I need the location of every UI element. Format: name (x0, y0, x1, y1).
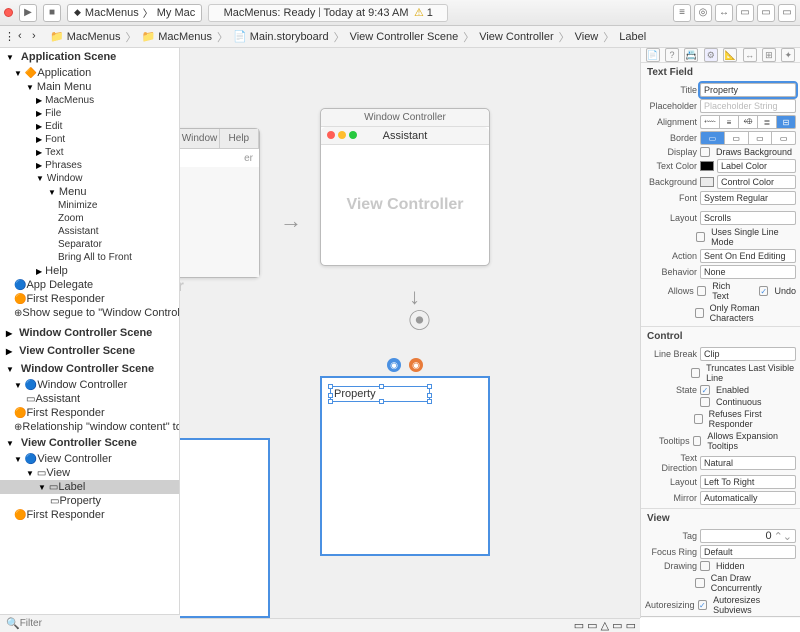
relationship-arrow-icon: →⦿ (404, 287, 436, 331)
outline-winitem[interactable]: Bring All to Front (0, 251, 179, 264)
hidden-check[interactable] (700, 561, 710, 571)
outline-label-sel[interactable]: ▼▭ Label (0, 480, 179, 494)
outline-menu-phrases[interactable]: ▶Phrases (0, 159, 179, 172)
linebreak-popup[interactable]: Clip (700, 347, 796, 361)
fwd-button[interactable]: › (32, 30, 46, 44)
status-bar: MacMenus: Ready | Today at 9:43 AM ⚠ 1 (208, 4, 448, 22)
outline-menu-text[interactable]: ▶Text (0, 146, 179, 159)
border-seg[interactable]: ▭▭▭▭ (700, 131, 796, 145)
bc-2[interactable]: 📄 Main.storyboard (229, 30, 333, 43)
window-controller-node[interactable]: Window Controller Assistant View Control… (320, 108, 490, 266)
editor-asst-button[interactable]: ◎ (694, 4, 712, 22)
scheme-app: MacMenus (85, 7, 139, 19)
roman-check[interactable] (695, 308, 704, 318)
enabled-check[interactable]: ✓ (700, 385, 710, 395)
inspector: 📄? 📇⚙ 📐↔ ⊞✦ Text Field TitleProperty Pla… (640, 48, 800, 618)
outline-menu-macmenus[interactable]: ▶MacMenus (0, 94, 179, 107)
help-insp-icon[interactable]: ? (665, 48, 679, 62)
outline-winitem[interactable]: Separator (0, 238, 179, 251)
focus-popup[interactable]: Default (700, 545, 796, 559)
outline-menu-window[interactable]: ▼Window (0, 172, 179, 185)
textdir-popup[interactable]: Natural (700, 456, 796, 470)
bind-insp-icon[interactable]: ⊞ (762, 48, 776, 62)
trunc-check[interactable] (691, 368, 700, 378)
font-popup[interactable]: System Regular (700, 191, 796, 205)
toolbar: ▶ ■ ◆ MacMenus〉 My Mac MacMenus: Ready |… (0, 0, 800, 26)
alignment-seg[interactable]: ⬳≡⬲≣⊟ (700, 115, 796, 129)
menu-preview: Phrases Window Help (180, 129, 259, 149)
fx-insp-icon[interactable]: ✦ (781, 48, 795, 62)
canvas-footer: ▭ ▭ △ ▭ ▭ (180, 618, 640, 632)
bc-4[interactable]: View Controller (475, 31, 557, 43)
attr-insp-icon[interactable]: ⚙ (704, 48, 718, 62)
canvas[interactable]: Phrases Window Help er oller → Window Co… (180, 48, 640, 618)
app-icon: ◆ (74, 7, 81, 18)
textcolor-popup[interactable]: Label Color (717, 159, 796, 173)
stop-button[interactable]: ■ (43, 4, 61, 22)
bgcolor-well[interactable] (700, 177, 714, 187)
outline-winitem[interactable]: Minimize (0, 199, 179, 212)
refuses-check[interactable] (694, 414, 703, 424)
editor-std-button[interactable]: ≡ (673, 4, 691, 22)
outline-menu-font[interactable]: ▶Font (0, 133, 179, 146)
draws-bg-check[interactable] (700, 147, 710, 157)
id-insp-icon[interactable]: 📇 (684, 48, 698, 62)
undo-check[interactable]: ✓ (759, 286, 769, 296)
toggle-insp-button[interactable]: ▭ (778, 4, 796, 22)
vc-icon[interactable]: ◉ (387, 358, 401, 372)
outline-winitem[interactable]: Assistant (0, 225, 179, 238)
bc-3[interactable]: View Controller Scene (346, 31, 463, 43)
single-line-check[interactable] (696, 232, 705, 242)
view-partial[interactable] (180, 438, 270, 618)
first-responder-icon[interactable]: ◉ (409, 358, 423, 372)
richtext-check[interactable] (697, 286, 707, 296)
related-button[interactable]: ⋮ (4, 30, 18, 44)
bc-5[interactable]: View (571, 31, 603, 43)
tooltips-check[interactable] (693, 436, 702, 446)
back-button[interactable]: ‹ (18, 30, 32, 44)
scheme-dest: My Mac (157, 7, 196, 19)
run-button[interactable]: ▶ (19, 4, 37, 22)
tag-field[interactable]: 0⌃⌄ (700, 529, 796, 543)
jump-bar[interactable]: ⋮ ‹ › 📁 MacMenus〉 📁 MacMenus〉 📄 Main.sto… (0, 26, 800, 48)
layout-popup[interactable]: Scrolls (700, 211, 796, 225)
concur-check[interactable] (695, 578, 704, 588)
filter-input[interactable] (20, 618, 174, 629)
object-library[interactable]: ▭{ }◎▦ LabelLabel - Displays static text… (641, 616, 800, 618)
bc-1[interactable]: 📁 MacMenus (138, 30, 217, 43)
textcolor-well[interactable] (700, 161, 714, 171)
bc-6[interactable]: Label (615, 31, 650, 43)
bc-0[interactable]: 📁 MacMenus (46, 30, 125, 43)
bgcolor-popup[interactable]: Control Color (717, 175, 796, 189)
continuous-check[interactable] (700, 397, 710, 407)
toggle-debug-button[interactable]: ▭ (757, 4, 775, 22)
outline-menu-file[interactable]: ▶File (0, 107, 179, 120)
editor-version-button[interactable]: ↔ (715, 4, 733, 22)
file-insp-icon[interactable]: 📄 (646, 48, 660, 62)
document-outline[interactable]: ▼Application Scene ▼🔶 Application ▼Main … (0, 48, 180, 618)
property-textfield[interactable]: Property (330, 386, 430, 402)
behavior-popup[interactable]: None (700, 265, 796, 279)
segue-arrow-icon: → (280, 208, 302, 234)
mirror-popup[interactable]: Automatically (700, 491, 796, 505)
view-controller-view[interactable]: Property (320, 376, 490, 556)
action-popup[interactable]: Sent On End Editing (700, 249, 796, 263)
conn-insp-icon[interactable]: ↔ (743, 48, 757, 62)
close-dot[interactable] (4, 8, 13, 17)
layout2-popup[interactable]: Left To Right (700, 475, 796, 489)
placeholder-field[interactable]: Placeholder String (700, 99, 796, 113)
inspector-tabs[interactable]: 📄? 📇 ⚙ 📐 ↔ ⊞ ✦ (641, 48, 800, 63)
outline-filter[interactable]: 🔍 (0, 614, 180, 632)
size-insp-icon[interactable]: 📐 (723, 48, 737, 62)
outline-menu-edit[interactable]: ▶Edit (0, 120, 179, 133)
title-field[interactable]: Property (700, 83, 796, 97)
outline-winitem[interactable]: Zoom (0, 212, 179, 225)
autoresize-check[interactable]: ✓ (698, 600, 708, 610)
scheme-selector[interactable]: ◆ MacMenus〉 My Mac (67, 4, 202, 22)
toggle-nav-button[interactable]: ▭ (736, 4, 754, 22)
